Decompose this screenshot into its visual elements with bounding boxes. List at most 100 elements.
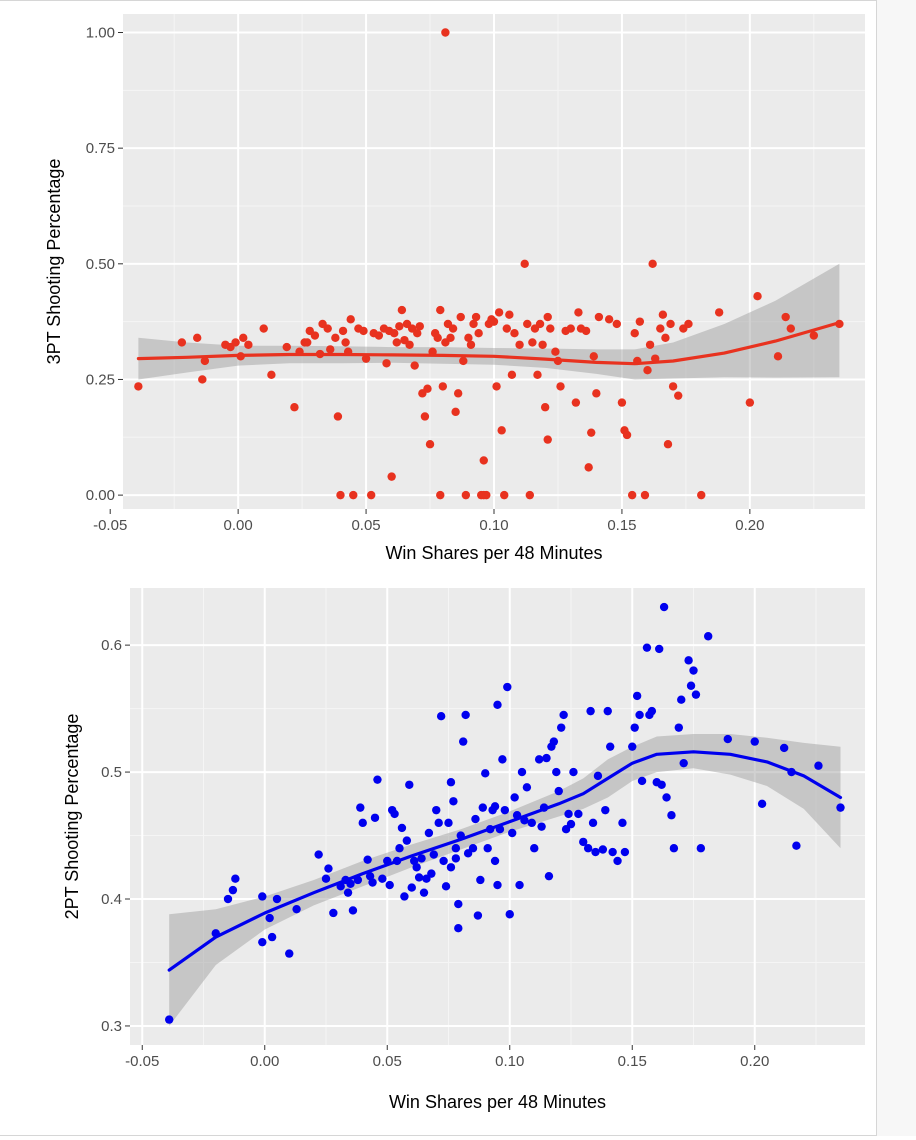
data-point — [258, 892, 267, 901]
data-point — [809, 331, 819, 340]
data-point — [656, 324, 665, 333]
data-point — [584, 463, 593, 472]
data-point — [691, 690, 701, 699]
data-point — [272, 894, 282, 904]
data-point — [314, 850, 323, 859]
data-point — [265, 913, 274, 923]
data-point — [461, 710, 470, 720]
data-point — [534, 755, 544, 764]
data-point — [366, 490, 376, 500]
data-point — [494, 308, 504, 317]
x-tick-label: 0.05 — [351, 517, 380, 534]
figure-canvas: -0.05 0.00 0.05 0.10 0.15 0.20 0.00 0.25 0.50 0.7… — [44, 14, 865, 1112]
data-point — [441, 28, 450, 37]
data-point — [417, 854, 426, 863]
data-point — [449, 797, 458, 806]
data-point — [410, 856, 419, 866]
data-point — [425, 440, 435, 449]
data-point — [549, 737, 559, 746]
x-tick-label: 0.00 — [250, 1053, 279, 1070]
data-point — [454, 924, 463, 933]
data-point — [365, 871, 375, 881]
data-point — [439, 856, 448, 866]
data-point — [779, 743, 789, 753]
data-point — [400, 892, 409, 901]
data-point — [666, 319, 675, 329]
data-point — [781, 312, 790, 322]
data-point — [378, 874, 387, 883]
data-point — [515, 880, 524, 890]
data-point — [661, 333, 670, 343]
data-point — [397, 823, 407, 833]
figure-frame: -0.05 0.00 0.05 0.10 0.15 0.20 0.00 0.25 0.50 0.7… — [0, 0, 877, 1136]
data-point — [326, 345, 335, 354]
data-point — [608, 847, 617, 857]
data-point — [446, 863, 456, 872]
data-point — [483, 844, 492, 853]
data-point — [346, 315, 355, 324]
data-point — [655, 644, 664, 654]
data-point — [669, 844, 679, 853]
data-point — [427, 869, 436, 878]
data-point — [282, 342, 291, 352]
data-point — [349, 490, 358, 500]
data-point — [492, 382, 501, 391]
x-tick-label: -0.05 — [93, 517, 127, 534]
data-point — [466, 340, 476, 349]
data-point — [637, 776, 647, 786]
data-point — [359, 326, 368, 336]
data-point — [303, 338, 312, 347]
data-point — [544, 871, 554, 881]
data-point — [566, 819, 576, 829]
data-point — [620, 847, 630, 857]
x-tick-label: 0.10 — [479, 517, 508, 534]
data-point — [647, 706, 657, 716]
data-point — [395, 322, 404, 331]
data-point — [368, 878, 377, 887]
data-point — [370, 813, 380, 822]
data-point — [489, 317, 499, 326]
data-point — [635, 710, 644, 720]
data-point — [786, 324, 795, 333]
data-point — [223, 894, 233, 904]
data-point — [674, 723, 683, 732]
data-point — [505, 310, 514, 319]
data-point — [454, 899, 463, 909]
data-point — [493, 880, 502, 890]
data-point — [331, 333, 340, 343]
data-point — [490, 856, 500, 866]
data-point — [228, 885, 238, 895]
data-point — [630, 329, 639, 338]
data-point — [453, 389, 463, 398]
data-point — [387, 472, 396, 481]
data-point — [329, 908, 338, 918]
data-point — [490, 802, 500, 811]
data-point — [604, 315, 614, 324]
data-point — [640, 490, 650, 500]
data-point — [473, 911, 483, 920]
y-tick-label: 1.00 — [86, 25, 115, 42]
data-point — [239, 333, 248, 343]
data-point — [423, 384, 432, 393]
data-point — [546, 324, 555, 333]
data-point — [696, 844, 706, 853]
data-point — [402, 836, 412, 845]
data-point — [612, 319, 622, 329]
x-tick-label: 0.20 — [740, 1053, 769, 1070]
data-point — [684, 656, 693, 665]
data-point — [373, 775, 382, 784]
data-point — [429, 850, 438, 859]
data-point — [493, 700, 502, 709]
data-point — [630, 723, 639, 732]
data-point — [510, 329, 519, 338]
data-point — [552, 767, 561, 777]
data-point — [587, 428, 596, 437]
data-point — [292, 904, 301, 914]
data-point — [434, 818, 443, 828]
y-tick-label: 0.00 — [86, 487, 115, 504]
data-point — [200, 356, 210, 366]
y-tick-label: 0.5 — [101, 764, 122, 781]
right-scrollbar-area[interactable] — [877, 0, 916, 1136]
data-point — [412, 863, 421, 872]
data-point — [134, 382, 143, 391]
